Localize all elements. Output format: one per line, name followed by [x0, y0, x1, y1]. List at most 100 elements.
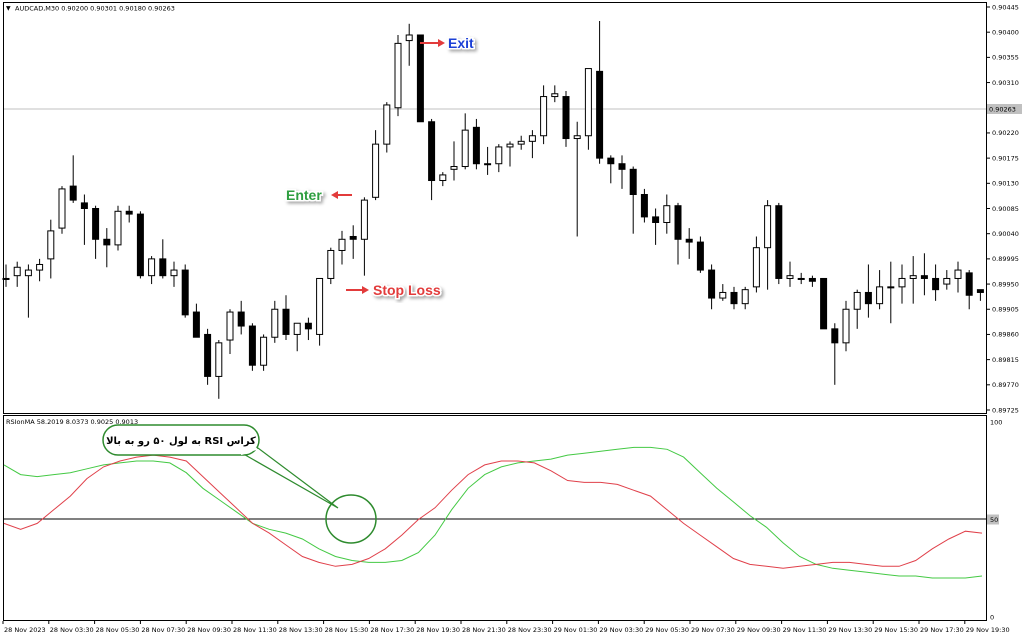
cross-highlight-circle — [325, 494, 377, 544]
candle — [674, 202, 682, 265]
candle — [293, 322, 301, 352]
bear-candle-body — [204, 333, 212, 377]
candle — [416, 34, 424, 123]
bull-candle-body — [316, 277, 324, 335]
candle — [741, 286, 749, 310]
candle — [696, 236, 704, 273]
time-label: 29 Nov 01:30 — [554, 626, 598, 634]
indicator-tick-label: 100 — [990, 419, 1002, 427]
candle — [36, 258, 44, 282]
candle — [304, 317, 312, 341]
candle — [920, 253, 928, 296]
candle — [271, 300, 279, 343]
bull-candle-body — [797, 277, 805, 280]
bull-candle-body — [114, 210, 122, 246]
candle — [80, 194, 88, 245]
candle — [954, 261, 962, 293]
candle — [13, 261, 21, 287]
bear-candle-body — [674, 205, 682, 240]
bull-candle-body — [764, 205, 772, 249]
candle — [136, 211, 144, 279]
candle — [103, 228, 111, 268]
candle — [192, 303, 200, 338]
candle — [764, 200, 772, 290]
bull-candle-body — [876, 286, 884, 305]
candle — [159, 239, 167, 279]
candle — [125, 205, 133, 223]
symbol-dropdown-icon[interactable]: ▼ — [6, 5, 11, 12]
candle — [248, 323, 256, 371]
candle — [394, 34, 402, 117]
candle — [775, 202, 783, 285]
indicator-tick-label: 50 — [990, 516, 998, 524]
bull-candle-body — [24, 269, 32, 277]
candle — [730, 286, 738, 310]
bear-candle-body — [629, 168, 637, 196]
candle — [360, 197, 368, 276]
candle — [853, 289, 861, 329]
bull-candle-body — [719, 291, 727, 299]
bear-candle-body — [92, 208, 100, 240]
bull-candle-body — [954, 269, 962, 279]
time-label: 28 Nov 11:30 — [233, 626, 277, 634]
price-tick-label: 0.90445 — [992, 3, 1019, 11]
bear-candle-body — [103, 238, 111, 246]
bull-candle-body — [786, 275, 794, 279]
price-tick-label: 0.90130 — [992, 180, 1019, 188]
bear-candle-body — [920, 275, 928, 279]
bull-candle-body — [551, 93, 559, 98]
candle — [405, 23, 413, 66]
symbol-info: AUDCAD,M30 0.90200 0.90301 0.90180 0.902… — [15, 5, 175, 13]
bear-candle-body — [730, 291, 738, 305]
candle — [114, 205, 122, 251]
bull-candle-body — [528, 135, 536, 142]
candle — [797, 272, 805, 285]
bear-candle-body — [652, 216, 660, 223]
candle — [495, 144, 503, 173]
time-label: 29 Nov 17:30 — [920, 626, 964, 634]
bull-candle-body — [842, 308, 850, 344]
time-label: 29 Nov 15:30 — [874, 626, 918, 634]
bear-candle-body — [136, 213, 144, 277]
candle — [652, 208, 660, 245]
stop-loss-label: Stop Loss — [373, 282, 441, 298]
bear-candle-body — [618, 163, 626, 170]
candle — [864, 264, 872, 318]
bear-candle-body — [932, 277, 940, 291]
enter-annotation: Enter — [285, 186, 352, 205]
candle — [47, 219, 55, 279]
bear-candle-body — [808, 277, 816, 282]
bear-candle-body — [696, 241, 704, 271]
candle — [170, 261, 178, 287]
price-tick-label: 0.90220 — [992, 129, 1019, 137]
bull-candle-body — [394, 42, 402, 109]
candle — [943, 270, 951, 290]
bull-candle-body — [360, 199, 368, 240]
candles-layer — [2, 20, 984, 399]
main-chart-border — [3, 2, 987, 414]
stop-loss-annotation: Stop Loss — [346, 281, 442, 300]
bull-candle-body — [752, 247, 760, 288]
bull-candle-body — [741, 289, 749, 305]
candle — [282, 295, 290, 341]
candle — [528, 130, 536, 159]
candle — [708, 264, 716, 310]
candle — [562, 90, 570, 147]
bear-candle-body — [596, 70, 604, 159]
price-tick-label: 0.89860 — [992, 331, 1019, 339]
callout-bubble — [102, 424, 260, 456]
bull-candle-body — [215, 342, 223, 377]
candle — [372, 130, 380, 201]
bear-candle-body — [976, 289, 984, 293]
candle — [551, 85, 559, 103]
bull-candle-body — [540, 96, 548, 137]
time-label: 28 Nov 09:30 — [187, 626, 231, 634]
bull-candle-body — [506, 143, 514, 148]
time-label: 28 Nov 19:30 — [416, 626, 460, 634]
bear-candle-body — [159, 258, 167, 277]
candle — [842, 300, 850, 352]
candle — [584, 68, 592, 150]
price-tick-label: 0.90085 — [992, 205, 1019, 213]
indicator-info: RSIonMA 58.2019 8.0373 0.9025 0.9013 — [6, 418, 138, 426]
indicator-axis: 100 50 0 — [987, 419, 1002, 622]
